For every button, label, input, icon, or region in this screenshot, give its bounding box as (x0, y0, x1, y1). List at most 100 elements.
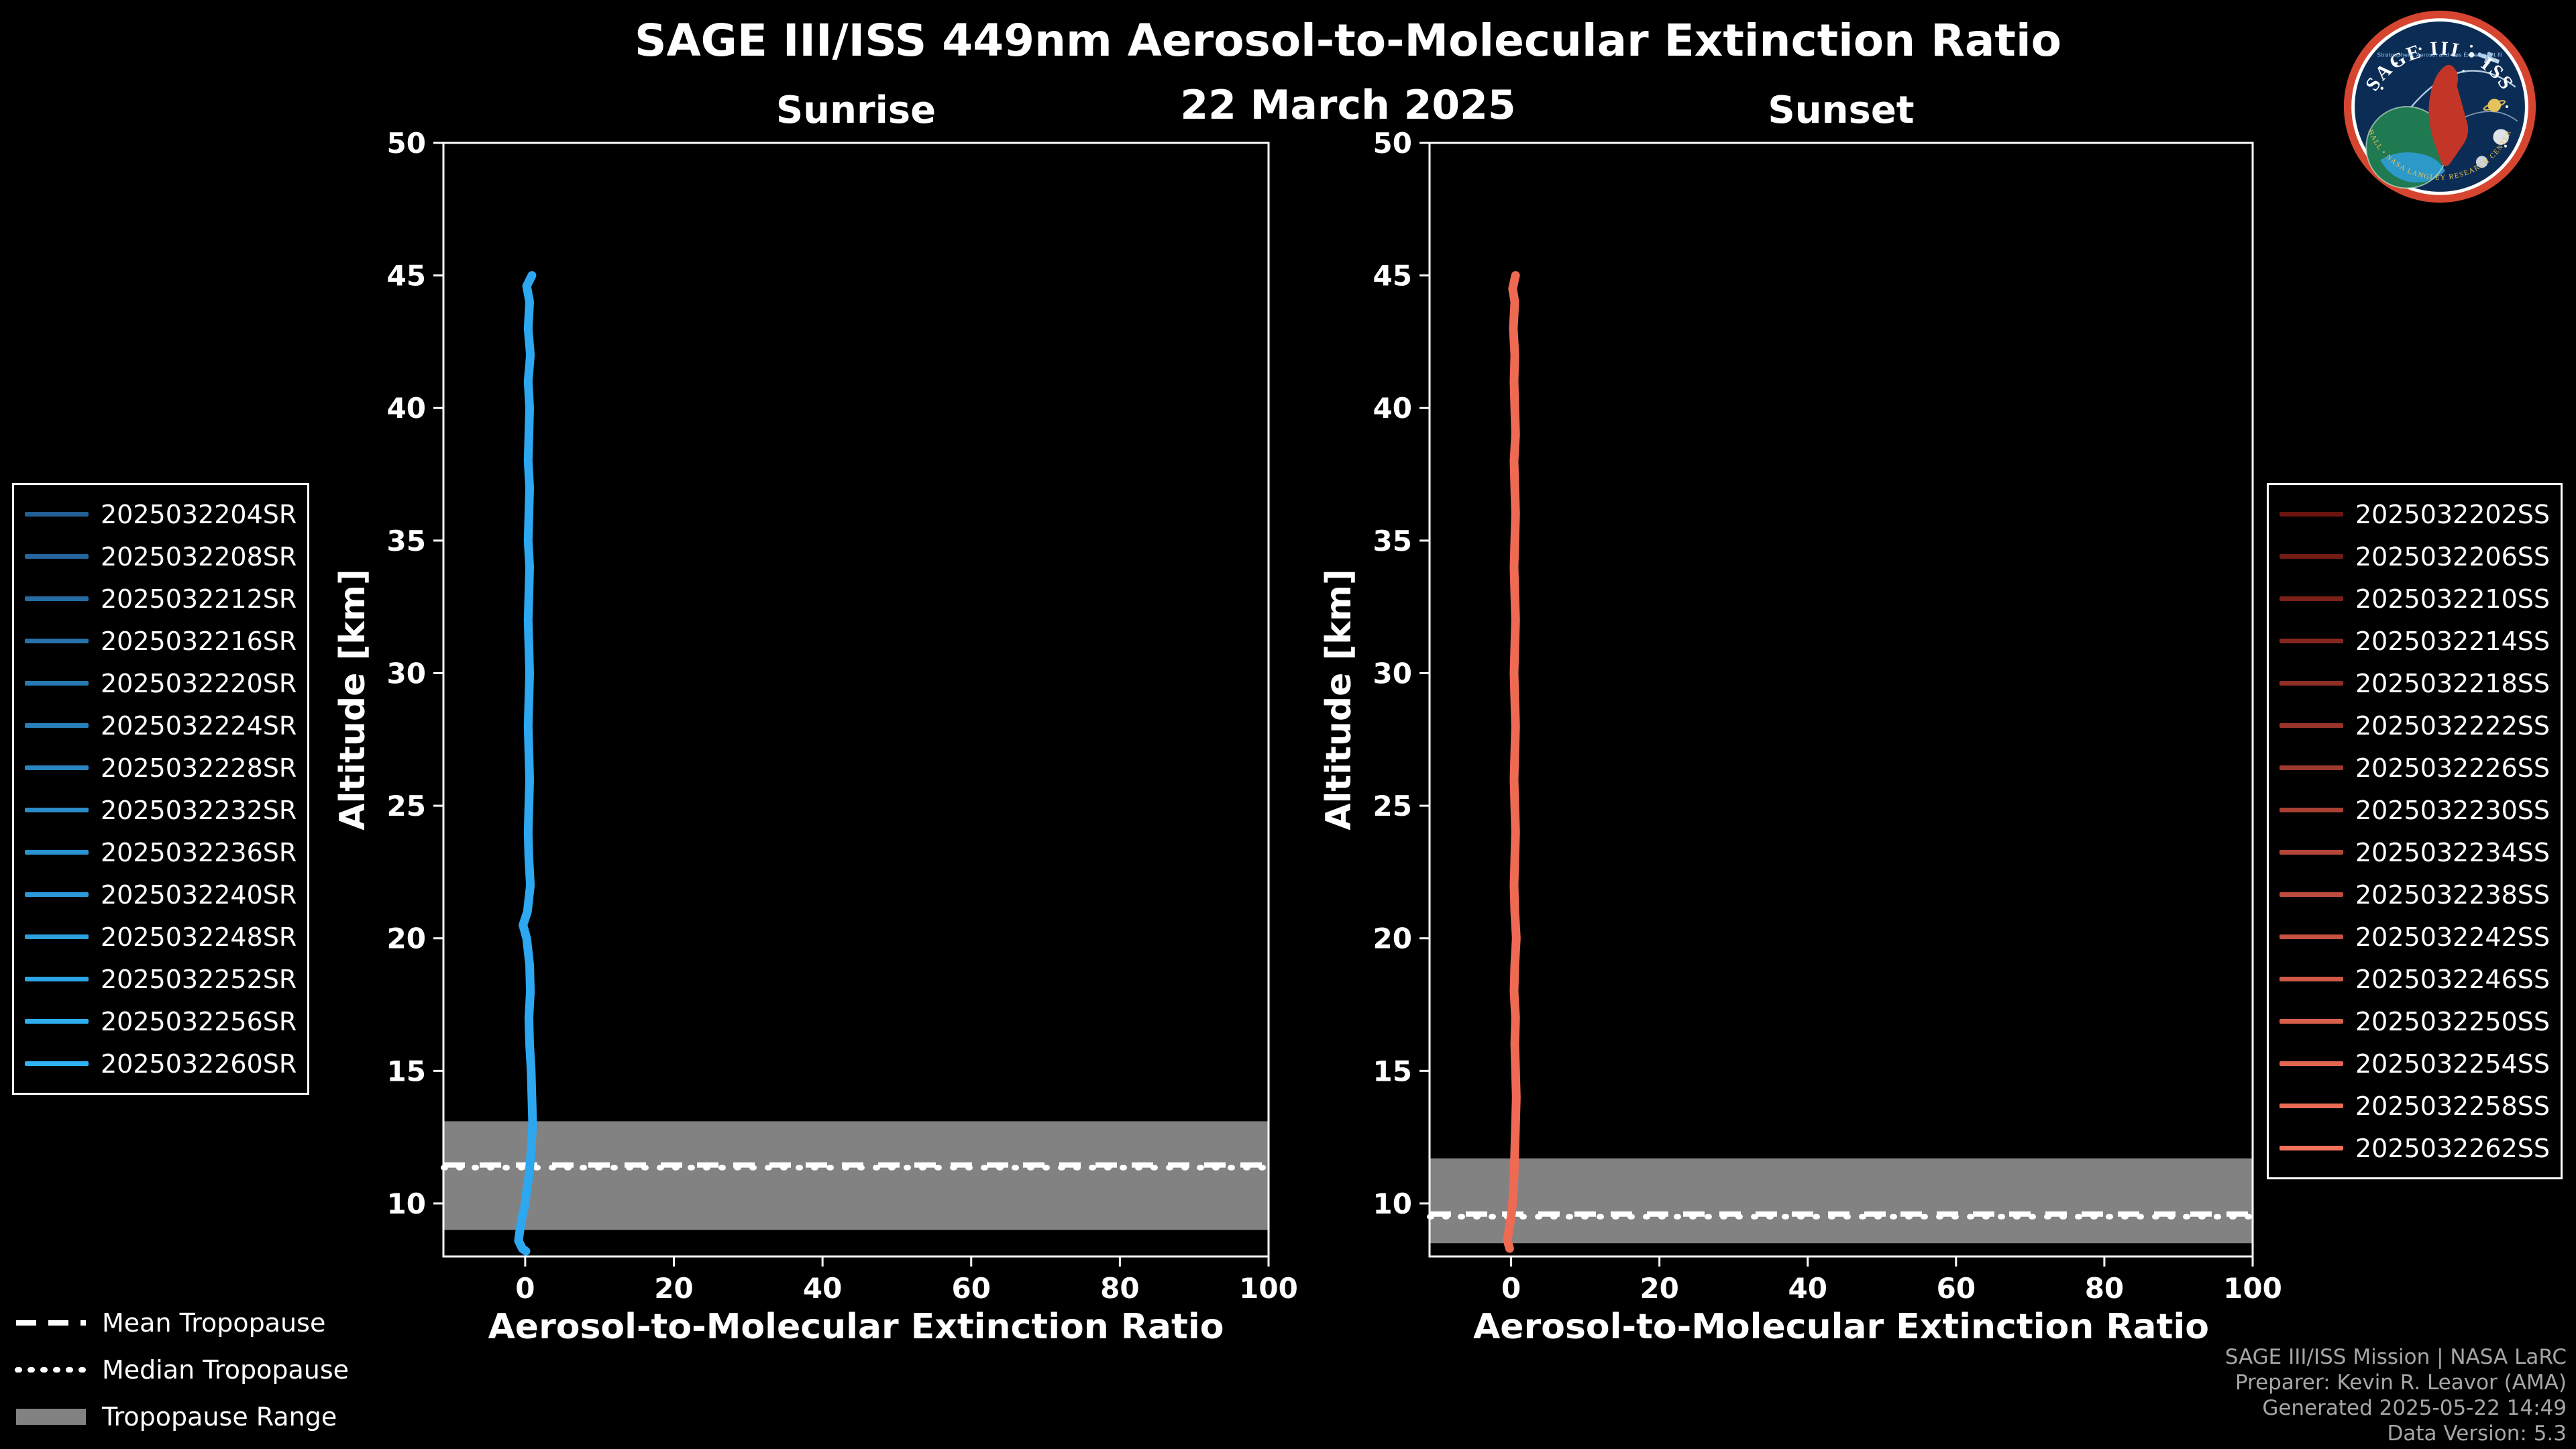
x-tick-label: 20 (1640, 1272, 1678, 1305)
legend-item: 2025032242SS (2279, 916, 2550, 958)
sunset-legend: 2025032202SS 2025032206SS 2025032210SS 2025… (2266, 483, 2563, 1179)
legend-line-swatch (2279, 554, 2343, 559)
page-title: SAGE III/ISS 449nm Aerosol-to-Molecular … (635, 15, 2061, 66)
legend-item: 2025032204SR (25, 493, 297, 535)
y-tick-label: 35 (387, 525, 426, 557)
median-tropopause-label: Median Tropopause (102, 1355, 349, 1385)
median-tropopause-legend-item: Median Tropopause (13, 1355, 349, 1385)
legend-item-label: 2025032224SR (101, 710, 297, 741)
legend-item: 2025032218SS (2279, 662, 2550, 704)
y-tick-label: 25 (1373, 790, 1412, 822)
legend-item-label: 2025032236SR (101, 837, 297, 867)
y-tick-label: 15 (1373, 1055, 1412, 1087)
legend-item: 2025032206SS (2279, 535, 2550, 578)
sunset-panel-title: Sunset (1768, 89, 1914, 132)
x-tick-label: 60 (952, 1272, 991, 1305)
legend-line-swatch (2279, 723, 2343, 728)
legend-item-label: 2025032222SS (2355, 710, 2550, 741)
legend-item: 2025032214SS (2279, 620, 2550, 662)
legend-item-label: 2025032248SR (101, 922, 297, 952)
y-tick-label: 45 (387, 260, 426, 292)
x-tick-label: 100 (2223, 1272, 2282, 1305)
x-tick-label: 100 (1239, 1272, 1298, 1305)
logo-iss-icon (2477, 51, 2500, 65)
legend-item: 2025032240SR (25, 873, 297, 916)
tropopause-range-label: Tropopause Range (102, 1402, 337, 1432)
legend-item-label: 2025032228SR (101, 753, 297, 783)
legend-item: 2025032226SS (2279, 747, 2550, 789)
logo-saturn-ring (2483, 100, 2506, 111)
legend-line-swatch (2279, 596, 2343, 601)
y-tick-label: 30 (1373, 657, 1412, 690)
legend-line-swatch (2279, 512, 2343, 517)
y-tick-label: 15 (387, 1055, 426, 1087)
legend-item: 2025032224SR (25, 704, 297, 747)
legend-line-swatch (2279, 934, 2343, 939)
y-tick-label: 10 (1373, 1187, 1412, 1220)
legend-line-swatch (2279, 1146, 2343, 1150)
sunset-tropopause-band (1430, 1158, 2253, 1244)
legend-item-label: 2025032252SR (101, 964, 297, 994)
legend-item-label: 2025032206SS (2355, 541, 2550, 572)
legend-item: 2025032210SS (2279, 578, 2550, 620)
legend-item-label: 2025032226SS (2355, 753, 2550, 783)
legend-item: 2025032232SR (25, 789, 297, 831)
median-tropopause-swatch-icon (15, 1367, 89, 1373)
legend-item-label: 2025032216SR (101, 626, 297, 656)
legend-item: 2025032262SS (2279, 1127, 2550, 1169)
legend-line-swatch (2279, 765, 2343, 770)
logo-subtitle: Stratospheric Aerosol and Gas Experiment… (2377, 52, 2503, 58)
legend-item-label: 2025032214SS (2355, 626, 2550, 656)
legend-item: 2025032252SR (25, 958, 297, 1000)
legend-line-swatch (25, 512, 89, 517)
legend-item-label: 2025032256SR (101, 1006, 297, 1036)
mean-tropopause-label: Mean Tropopause (102, 1308, 326, 1338)
legend-item-label: 2025032234SS (2355, 837, 2550, 867)
legend-item-label: 2025032202SS (2355, 499, 2550, 529)
legend-item-label: 2025032204SR (101, 499, 297, 529)
legend-line-swatch (25, 808, 89, 812)
legend-item-label: 2025032250SS (2355, 1006, 2550, 1036)
legend-line-swatch (2279, 1104, 2343, 1108)
y-tick-label: 40 (1373, 392, 1412, 425)
sunrise-x-axis-label: Aerosol-to-Molecular Extinction Ratio (488, 1307, 1224, 1347)
y-tick-label: 35 (1373, 525, 1412, 557)
y-tick-label: 10 (387, 1187, 426, 1220)
legend-line-swatch (25, 639, 89, 643)
credit-line: SAGE III/ISS Mission | NASA LaRC (2224, 1345, 2567, 1369)
legend-item-label: 2025032238SS (2355, 879, 2550, 910)
legend-line-swatch (2279, 977, 2343, 981)
legend-item: 2025032216SR (25, 620, 297, 662)
legend-line-swatch (25, 892, 89, 897)
tropopause-range-swatch-icon (16, 1409, 86, 1425)
sunset-plot-frame (1428, 142, 2254, 1258)
legend-item: 2025032258SS (2279, 1085, 2550, 1127)
y-tick-label: 40 (387, 392, 426, 425)
logo-figure (2428, 64, 2469, 166)
legend-item-label: 2025032240SR (101, 879, 297, 910)
legend-item: 2025032234SS (2279, 831, 2550, 873)
legend-item: 2025032222SS (2279, 704, 2550, 747)
credit-line: Generated 2025-05-22 14:49 (2262, 1396, 2567, 1420)
logo-planet-icon (2493, 129, 2509, 145)
legend-item: 2025032246SS (2279, 958, 2550, 1000)
legend-item: 2025032254SS (2279, 1042, 2550, 1085)
sunrise-tropopause-band (443, 1121, 1269, 1230)
sunrise-profile-line (514, 271, 537, 1256)
tropopause-range-legend-item: Tropopause Range (13, 1402, 349, 1432)
legend-line-swatch (25, 977, 89, 981)
legend-item: 2025032208SR (25, 535, 297, 578)
legend-line-swatch (25, 1061, 89, 1066)
mean-tropopause-legend-item: Mean Tropopause (13, 1308, 349, 1338)
legend-line-swatch (2279, 892, 2343, 897)
y-tick-label: 45 (1373, 260, 1412, 292)
sage-iii-iss-mission-logo: SAGE III • ISS Stratospheric Aerosol and… (2343, 10, 2536, 203)
legend-item-label: 2025032258SS (2355, 1091, 2550, 1121)
legend-item-label: 2025032254SS (2355, 1049, 2550, 1079)
legend-item: 2025032212SR (25, 578, 297, 620)
legend-item-label: 2025032218SS (2355, 668, 2550, 698)
legend-item: 2025032228SR (25, 747, 297, 789)
logo-moon-icon (2475, 156, 2488, 168)
legend-item-label: 2025032212SR (101, 584, 297, 614)
